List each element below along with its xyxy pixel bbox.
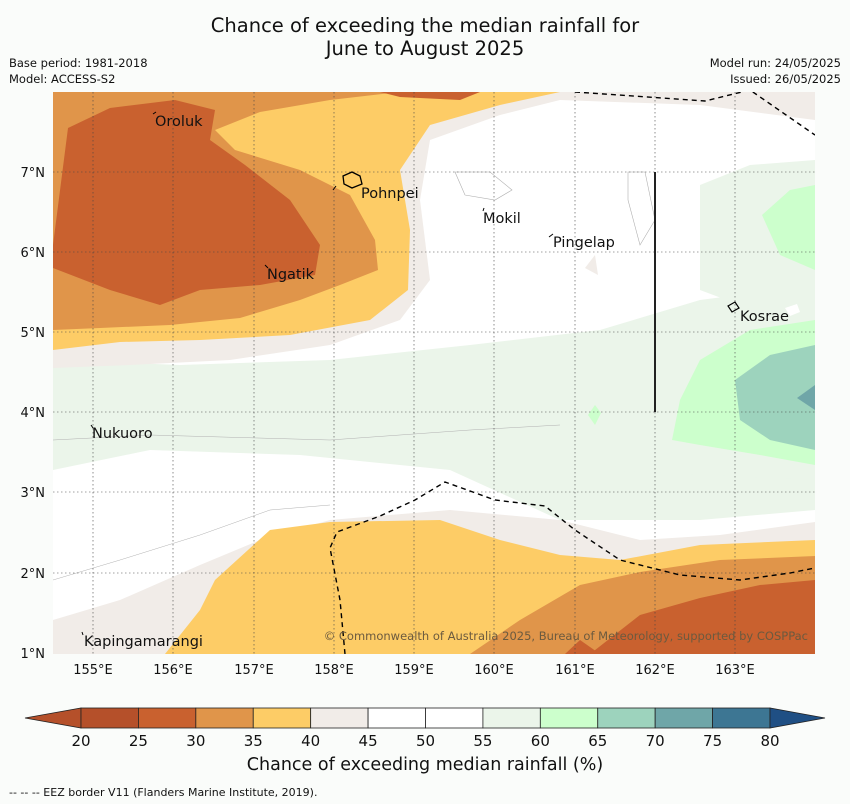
lon-tick: 161°E xyxy=(555,663,595,678)
colorbar-label: 55 xyxy=(473,732,492,750)
pingelap-marker xyxy=(548,233,554,238)
band-60-ne xyxy=(762,185,815,270)
colorbar-extend-high xyxy=(769,707,826,729)
colorbar-label: 35 xyxy=(244,732,263,750)
feature-pingelap xyxy=(585,255,598,275)
colorbar-segment xyxy=(482,707,541,729)
eez-north xyxy=(574,92,815,136)
colorbar-label: 50 xyxy=(416,732,435,750)
colorbar-segment xyxy=(367,707,426,729)
lon-tick: 155°E xyxy=(73,663,113,678)
band-25-north-top xyxy=(380,92,480,100)
nukuoro-marker xyxy=(90,424,94,429)
lat-tick: 7°N xyxy=(21,166,46,181)
band-70-east xyxy=(797,385,815,410)
label-oroluk: Oroluk xyxy=(155,114,203,130)
lon-tick: 156°E xyxy=(153,663,193,678)
lat-tick: 5°N xyxy=(21,326,46,341)
lat-tick: 2°N xyxy=(21,567,46,582)
lon-tick: 160°E xyxy=(474,663,514,678)
colorbar-label: 20 xyxy=(71,732,90,750)
pohnpei-islet xyxy=(332,185,337,191)
colorbar-segment xyxy=(539,707,599,729)
colorbar-label: 65 xyxy=(588,732,607,750)
label-ngatik: Ngatik xyxy=(267,267,315,283)
lon-tick: 162°E xyxy=(635,663,675,678)
band-25-north xyxy=(53,100,320,305)
kapingamarangi-marker xyxy=(81,631,84,636)
feature-small-green xyxy=(588,405,601,425)
colorbar: 20 25 30 35 40 45 50 55 60 65 70 75 80 xyxy=(24,707,826,750)
colorbar-label: 70 xyxy=(646,732,665,750)
lon-tick: 163°E xyxy=(715,663,755,678)
label-pingelap: Pingelap xyxy=(553,235,615,251)
eez-borders xyxy=(329,92,815,654)
eez-south xyxy=(329,481,815,654)
issued-date: Issued: 26/05/2025 xyxy=(730,72,841,86)
colorbar-label: 60 xyxy=(531,732,550,750)
colorbar-segment xyxy=(712,707,771,729)
base-period: Base period: 1981-2018 xyxy=(9,56,148,70)
map-title: Chance of exceeding the median rainfall … xyxy=(0,14,850,60)
colorbar-label: 40 xyxy=(301,732,320,750)
colorbar-label: 80 xyxy=(760,732,779,750)
ngatik-marker xyxy=(264,264,269,269)
lon-tick: 158°E xyxy=(314,663,354,678)
band-55-inner xyxy=(53,335,815,480)
band-65-east xyxy=(735,345,815,450)
title-line-2: June to August 2025 xyxy=(325,37,525,60)
label-kosrae: Kosrae xyxy=(740,309,789,325)
lat-tick: 1°N xyxy=(21,647,46,662)
contour-line-2 xyxy=(53,504,331,581)
colorbar-label: 25 xyxy=(129,732,148,750)
kosrae-island xyxy=(727,301,740,313)
colorbar-segment xyxy=(80,707,139,729)
oroluk-marker xyxy=(152,111,157,115)
label-mokil: Mokil xyxy=(483,211,521,227)
band-25-south-small xyxy=(565,640,600,654)
meta-left: Base period: 1981-2018 Model: ACCESS-S2 xyxy=(9,55,148,87)
lon-tick: 157°E xyxy=(234,663,274,678)
model-name: Model: ACCESS-S2 xyxy=(9,72,116,86)
colorbar-label: 75 xyxy=(703,732,722,750)
colorbar-label: 30 xyxy=(186,732,205,750)
lat-tick: 6°N xyxy=(21,246,46,261)
label-pohnpei: Pohnpei xyxy=(361,186,419,202)
model-run: Model run: 24/05/2025 xyxy=(709,56,841,70)
label-nukuoro: Nukuoro xyxy=(92,426,153,442)
island-markers xyxy=(81,111,554,636)
colorbar-segment xyxy=(138,707,197,729)
contour-mokil xyxy=(454,171,513,201)
colorbar-label: 45 xyxy=(359,732,378,750)
lat-tick: 3°N xyxy=(21,486,46,501)
colorbar-segment xyxy=(195,707,254,729)
mokil-marker xyxy=(482,207,485,212)
colorbar-title: Chance of exceeding median rainfall (%) xyxy=(246,755,604,775)
contour-line-1 xyxy=(53,424,561,441)
title-line-1: Chance of exceeding the median rainfall … xyxy=(210,14,640,37)
band-25-south xyxy=(590,580,815,654)
colorbar-segment xyxy=(654,707,713,729)
colorbar-segment xyxy=(252,707,312,729)
meta-right: Model run: 24/05/2025 Issued: 26/05/2025 xyxy=(710,55,841,87)
lon-tick: 159°E xyxy=(394,663,434,678)
lat-tick: 4°N xyxy=(21,406,46,421)
feature-east-white xyxy=(785,304,800,316)
colorbar-extend-low xyxy=(24,707,82,729)
colorbar-segment xyxy=(310,707,369,729)
colorbar-segment xyxy=(425,707,484,729)
colorbar-segment xyxy=(597,707,656,729)
label-kapingamarangi: Kapingamarangi xyxy=(84,634,203,650)
eez-legend-note: -- -- -- EEZ border V11 (Flanders Marine… xyxy=(9,786,318,799)
pohnpei-island xyxy=(342,171,363,189)
contour-fields xyxy=(53,92,815,654)
copyright-note: © Commonwealth of Australia 2025, Bureau… xyxy=(324,629,808,643)
